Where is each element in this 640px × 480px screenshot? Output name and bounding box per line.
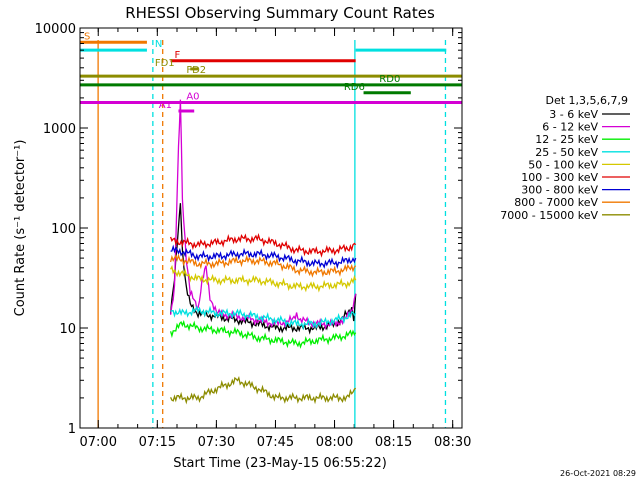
legend-title: Det 1,3,5,6,7,9 [545, 94, 628, 107]
series-line [169, 232, 357, 258]
flag-label: RD6 [344, 82, 365, 93]
y-tick-label: 10 [59, 322, 76, 337]
legend-label: 300 - 800 keV [521, 184, 598, 197]
series-line [170, 244, 357, 270]
flag-label: FD2 [186, 65, 206, 76]
flag-label: A1 [159, 100, 172, 111]
x-tick-label: 08:15 [375, 435, 412, 450]
y-tick-label: 1 [68, 422, 76, 437]
legend-label: 6 - 12 keV [542, 121, 598, 134]
series-line [170, 375, 357, 405]
series-line [169, 203, 357, 335]
series-line [169, 99, 357, 331]
chart-title: RHESSI Observing Summary Count Rates [125, 4, 435, 22]
x-tick-label: 07:45 [257, 435, 294, 450]
flag-label: RD0 [379, 74, 400, 85]
x-tick-label: 08:00 [316, 435, 353, 450]
legend-label: 7000 - 15000 keV [500, 209, 598, 222]
y-tick-label: 10000 [35, 22, 76, 37]
series-line [169, 319, 357, 349]
series-line [170, 305, 357, 331]
y-tick-label: 100 [51, 222, 76, 237]
plot-frame [79, 27, 463, 429]
flag-label: F [175, 50, 181, 61]
legend-label: 800 - 7000 keV [514, 196, 598, 209]
legend-label: 12 - 25 keV [535, 133, 598, 146]
flag-label: FD1 [155, 58, 175, 69]
legend-label: 3 - 6 keV [549, 108, 598, 121]
legend-label: 100 - 300 keV [521, 171, 598, 184]
legend-label: 25 - 50 keV [535, 146, 598, 159]
x-tick-label: 07:00 [80, 435, 117, 450]
x-tick-label: 08:30 [434, 435, 471, 450]
x-tick-label: 07:15 [139, 435, 176, 450]
x-axis-label: Start Time (23-May-15 06:55:22) [173, 456, 387, 471]
legend-label: 50 - 100 keV [528, 158, 598, 171]
flag-label: S [84, 31, 90, 42]
y-tick-label: 1000 [43, 122, 76, 137]
footer-date: 26-Oct-2021 08:29 [560, 469, 636, 478]
series-line [169, 253, 357, 278]
flag-label: N [155, 39, 162, 50]
series-line [170, 264, 357, 293]
flag-label: A0 [186, 91, 199, 102]
x-tick-label: 07:30 [198, 435, 235, 450]
y-axis-label: Count Rate (s⁻¹ detector⁻¹) [13, 140, 28, 317]
